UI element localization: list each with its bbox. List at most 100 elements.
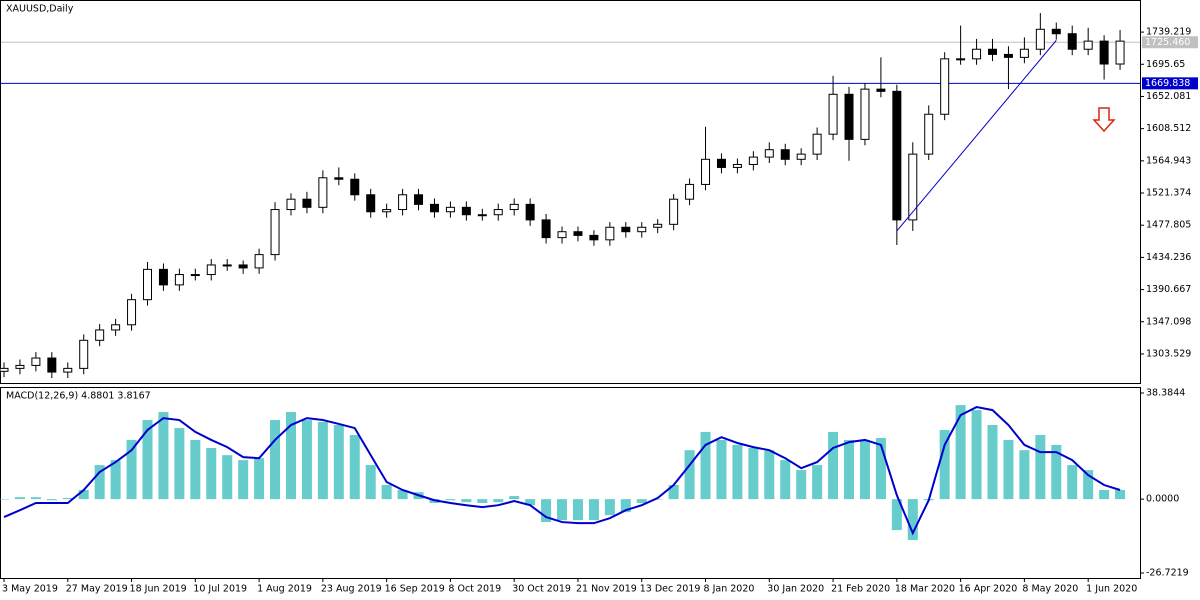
candle-body — [716, 158, 726, 168]
histogram-bar — [238, 460, 249, 500]
y-tick-label: -26.7219 — [1146, 568, 1189, 579]
histogram-bar — [365, 465, 376, 500]
x-tick-label: 1 Jun 2020 — [1086, 584, 1137, 595]
candle-body — [95, 329, 105, 341]
y-tick-label: 1739.219 — [1146, 27, 1191, 38]
candle-body — [621, 226, 631, 233]
candle-body — [605, 226, 615, 241]
histogram-bar — [94, 465, 105, 500]
histogram-bar — [955, 405, 966, 500]
candle-body — [780, 149, 790, 160]
histogram-bar — [493, 499, 504, 503]
price-level-badge — [1142, 36, 1198, 49]
candle-body — [637, 226, 647, 233]
candle-body — [844, 93, 854, 140]
histogram-bar — [110, 460, 121, 500]
histogram-bar — [1115, 489, 1126, 500]
indicator-label: MACD(12,26,9) 4.8801 3.8167 — [6, 391, 151, 402]
candle-body — [270, 209, 280, 256]
candle-body — [47, 357, 57, 373]
histogram-bar — [381, 485, 392, 500]
price-panel-frame — [0, 0, 1141, 384]
histogram-bar — [461, 499, 472, 503]
histogram-bar — [875, 438, 886, 500]
candle-body — [15, 364, 25, 369]
y-tick-label: 1608.512 — [1146, 123, 1191, 134]
histogram-bar — [174, 428, 185, 500]
histogram-bar — [796, 470, 807, 500]
candle-body — [398, 194, 408, 211]
x-tick-label: 18 Mar 2020 — [895, 584, 955, 595]
candle-body — [111, 324, 121, 331]
histogram-bar — [828, 431, 839, 500]
histogram-bar — [716, 439, 727, 500]
histogram-bar — [477, 499, 488, 503]
candle-body — [222, 264, 232, 267]
histogram-bar — [1099, 489, 1110, 500]
candle-body — [286, 198, 296, 211]
histogram-bar — [333, 425, 344, 500]
histogram-bar — [1035, 434, 1046, 500]
histogram-bar — [891, 499, 902, 531]
histogram-bar — [525, 499, 536, 506]
histogram-bar — [1003, 439, 1014, 500]
histogram-bar — [1051, 444, 1062, 500]
candle-body — [589, 234, 599, 241]
histogram-bar — [46, 499, 57, 501]
histogram-bar — [62, 498, 73, 500]
histogram-bar — [349, 434, 360, 500]
y-tick-label: 0.0000 — [1146, 494, 1179, 505]
histogram-bar — [509, 496, 520, 500]
candle-body — [892, 90, 902, 221]
histogram-bar — [620, 499, 631, 513]
price-level-label: 1669.838 — [1145, 78, 1190, 89]
candle-body — [940, 58, 950, 115]
candle-body — [828, 93, 838, 135]
x-tick-label: 10 Jul 2019 — [193, 584, 247, 595]
candle-body — [238, 264, 248, 269]
price-level-badge — [1142, 77, 1198, 90]
x-tick-label: 1 Aug 2019 — [257, 584, 312, 595]
candle-body — [701, 158, 711, 185]
candle-body — [414, 194, 424, 205]
candle-body — [748, 156, 758, 165]
histogram-bar — [1019, 450, 1030, 500]
histogram-bar — [907, 499, 918, 541]
candle-body — [445, 206, 455, 213]
candle-body — [461, 206, 471, 216]
histogram-bar — [652, 499, 663, 500]
x-tick-label: 27 May 2019 — [66, 584, 128, 595]
histogram-bar — [859, 439, 870, 500]
histogram-bar — [636, 499, 647, 503]
y-tick-label: 1521.374 — [1146, 188, 1191, 199]
y-tick-label: 1390.667 — [1146, 284, 1191, 295]
candle-body — [190, 274, 200, 277]
candle-body — [1035, 28, 1045, 50]
histogram-bar — [668, 485, 679, 500]
candle-body — [956, 58, 966, 61]
y-tick-label: 1695.65 — [1146, 59, 1185, 70]
x-tick-label: 8 Oct 2019 — [448, 584, 501, 595]
candle-body — [924, 113, 934, 155]
histogram-bar — [939, 429, 950, 500]
histogram-bar — [604, 499, 615, 516]
histogram-bar — [748, 447, 759, 500]
candle-body — [988, 48, 998, 55]
histogram-bar — [206, 447, 217, 500]
histogram-bar — [158, 412, 169, 500]
x-tick-label: 13 Dec 2019 — [640, 584, 701, 595]
candle-body — [972, 48, 982, 60]
candle-body — [429, 203, 439, 213]
histogram-bar — [78, 489, 89, 500]
histogram-bar — [557, 499, 568, 521]
candle-body — [908, 153, 918, 221]
histogram-bar — [301, 420, 312, 500]
histogram-bar — [1083, 470, 1094, 500]
x-tick-label: 21 Feb 2020 — [831, 584, 890, 595]
y-tick-label: 1347.098 — [1146, 316, 1191, 327]
histogram-bar — [0, 499, 9, 500]
histogram-bar — [445, 499, 456, 501]
histogram-bar — [1067, 465, 1078, 500]
candle-body — [142, 268, 152, 301]
